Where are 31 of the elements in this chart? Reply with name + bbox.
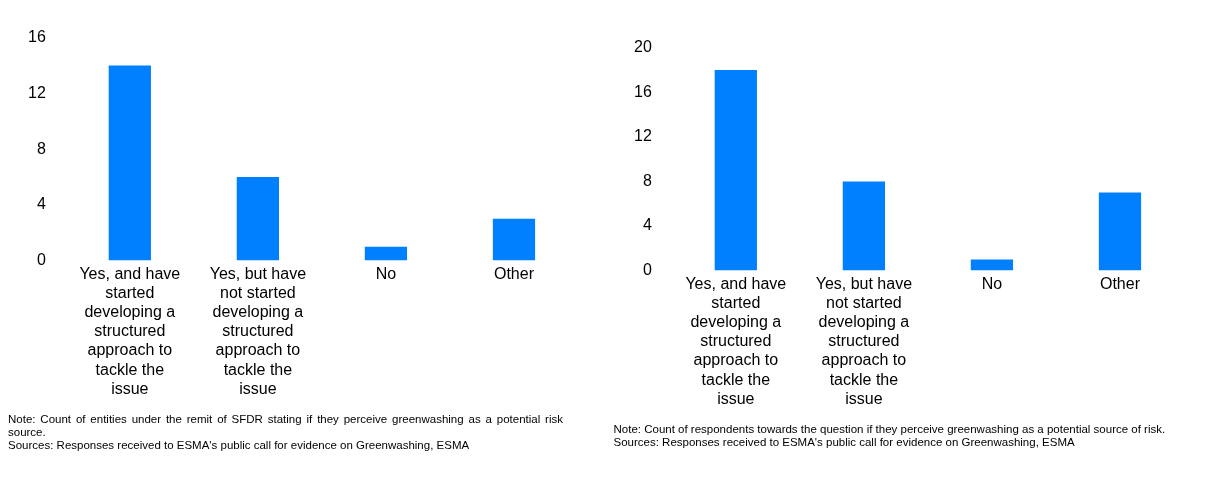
bar bbox=[108, 65, 151, 261]
bar bbox=[970, 259, 1013, 271]
y-tick-label: 12 bbox=[28, 83, 46, 101]
bar bbox=[1098, 192, 1141, 271]
y-tick-label: 20 bbox=[633, 38, 652, 56]
text: Note: Count of entities under the remit of SFDR stating if they perceive greenwashing as a potential risk source. bbox=[8, 413, 563, 439]
y-tick-label: 4 bbox=[36, 195, 46, 213]
x-tick-label: No bbox=[981, 274, 1002, 292]
bar bbox=[714, 69, 757, 271]
y-tick-label: 16 bbox=[28, 28, 46, 46]
source-note: Sources: Responses received to ESMA's public call for evidence on Greenwashing, ESMA bbox=[8, 439, 471, 452]
x-tick-label: Other bbox=[1099, 274, 1141, 292]
x-tick-label: Yes, but have not started developing a structured approach to tackle the issue bbox=[815, 274, 912, 407]
y-tick-label: 16 bbox=[633, 82, 652, 100]
bar bbox=[492, 218, 536, 261]
y-tick-label: 8 bbox=[36, 139, 46, 157]
x-tick-label: Other bbox=[493, 264, 535, 282]
x-tick-label: Yes, and have started developing a structured approach to tackle the issue bbox=[684, 274, 786, 407]
y-tick-label: 8 bbox=[642, 171, 652, 189]
source-note: Sources: Responses received to ESMA's public call for evidence on Greenwashing, ESMA bbox=[613, 436, 1076, 449]
y-tick-label: 4 bbox=[642, 216, 652, 234]
y-tick-label: 0 bbox=[36, 251, 46, 269]
bar bbox=[842, 181, 885, 271]
y-tick-label: 0 bbox=[642, 261, 652, 279]
x-tick-label: No bbox=[375, 264, 397, 282]
text: Note: Count of respondents towards the question if they perceive greenwashing as a potential source of risk. bbox=[613, 423, 1167, 436]
bar bbox=[364, 246, 408, 261]
y-tick-label: 12 bbox=[633, 127, 652, 145]
x-tick-label: Yes, but have not started developing a structured approach to tackle the issue bbox=[209, 264, 307, 397]
bar bbox=[236, 176, 279, 261]
x-tick-label: Yes, and have started developing a structured approach to tackle the issue bbox=[79, 264, 181, 397]
